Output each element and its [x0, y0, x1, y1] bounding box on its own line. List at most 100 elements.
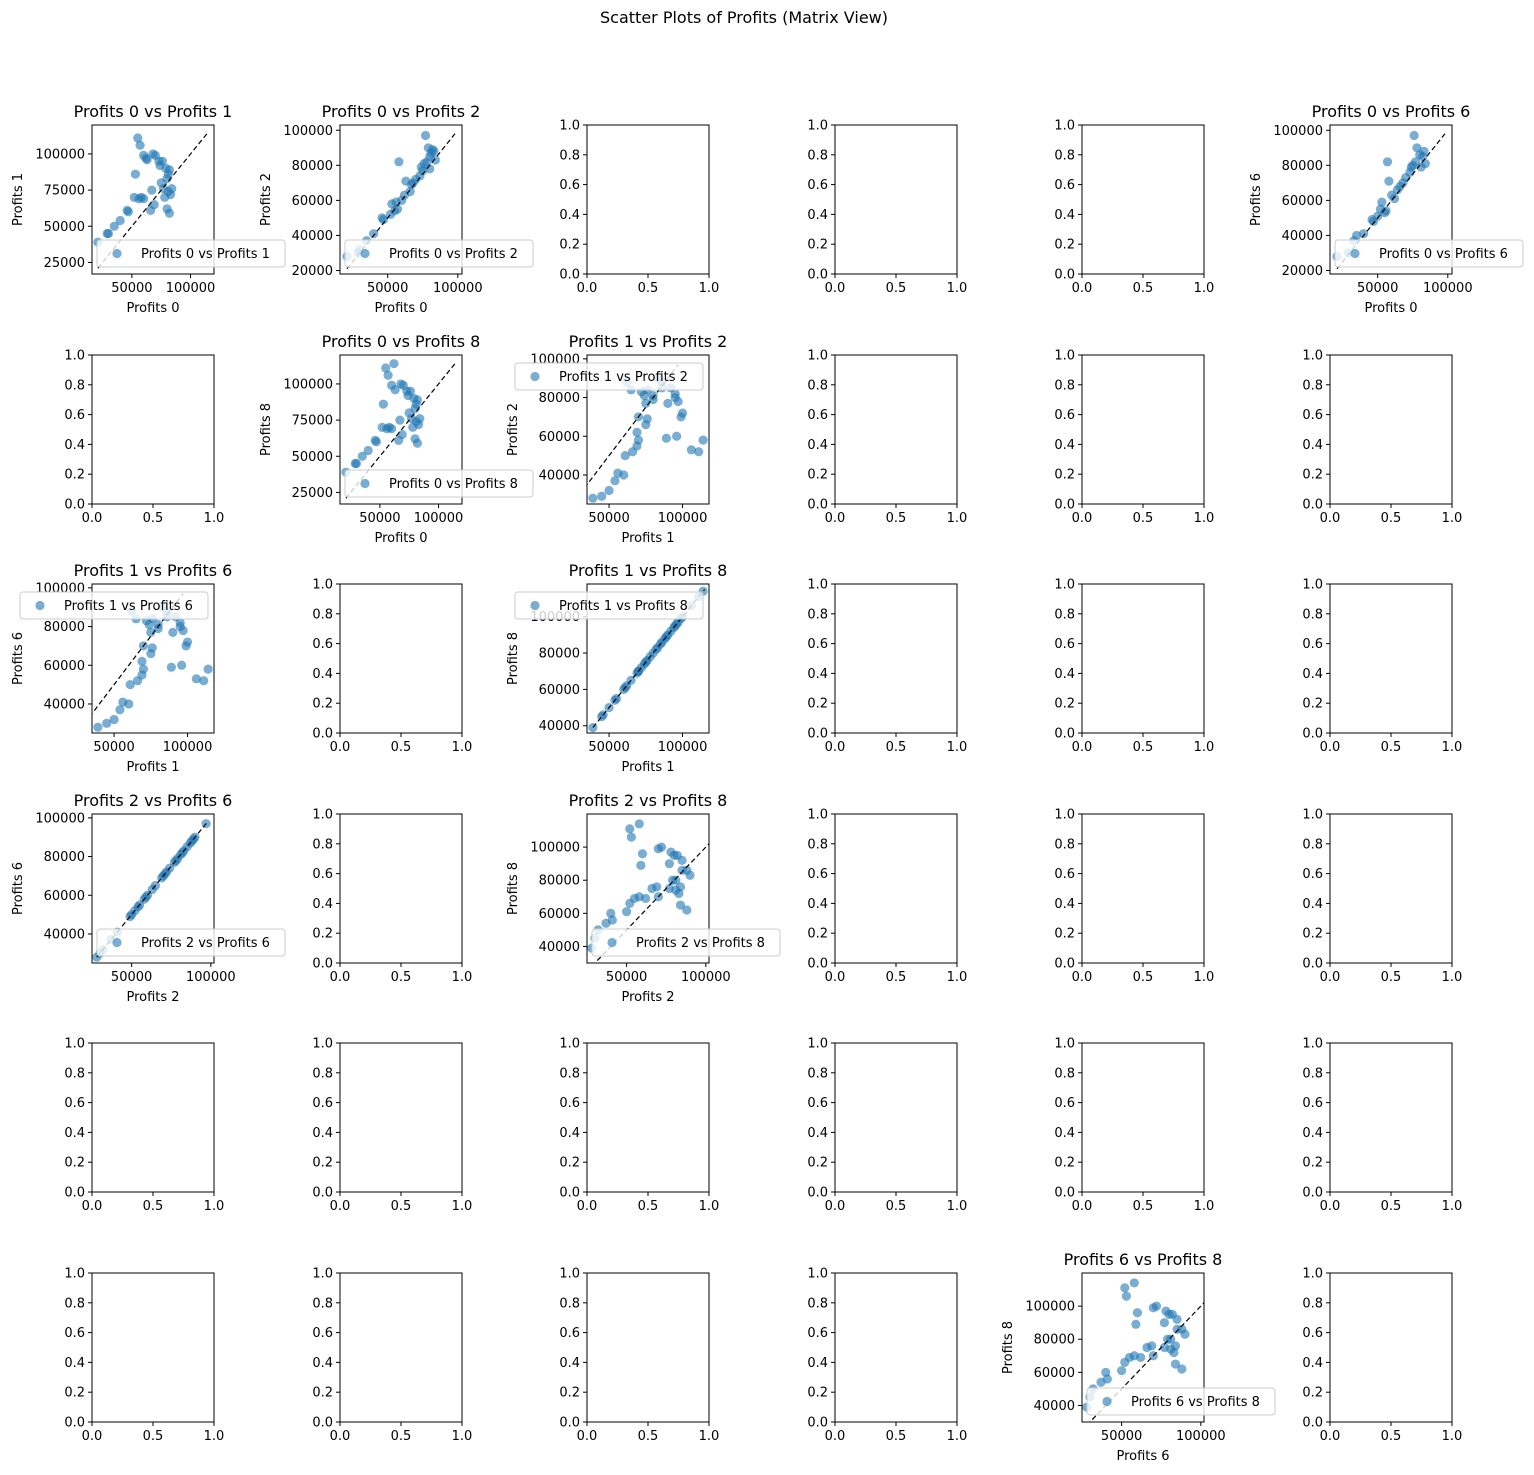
scatter-point — [351, 458, 362, 469]
empty-axes-panel: 0.0 0.5 1.0 0.0 0.2 0.4 0.6 0.8 1.0 — [807, 808, 967, 986]
y-tick-label: 0.8 — [1054, 607, 1075, 622]
y-tick-label: 0.6 — [807, 1326, 828, 1341]
scatter-point — [625, 824, 635, 834]
y-tick-label: 0.8 — [807, 607, 828, 622]
y-tick-label: 0.8 — [1302, 837, 1323, 852]
y-tick-label: 60000 — [1282, 194, 1323, 209]
y-tick-label: 20000 — [292, 264, 333, 279]
axes-frame — [586, 1272, 710, 1423]
identity-line — [92, 593, 184, 715]
x-tick-label: 100000 — [658, 740, 708, 755]
legend: Profits 1 vs Profits 6 — [19, 591, 209, 620]
y-tick-label: 60000 — [44, 889, 85, 904]
y-tick-label: 80000 — [292, 159, 333, 174]
x-tick-label: 0.5 — [391, 970, 412, 985]
x-axis-label: Profits 6 — [1116, 1449, 1169, 1464]
axes-frame — [1081, 813, 1205, 964]
x-tick-label: 1.0 — [699, 1429, 720, 1444]
axes-frame — [586, 813, 710, 964]
x-tick-label: 0.5 — [1381, 970, 1402, 985]
panel-title: Profits 0 vs Profits 8 — [322, 332, 481, 351]
y-tick-label: 0.8 — [1302, 1296, 1323, 1311]
x-axis-label: Profits 0 — [374, 531, 427, 546]
x-tick-label: 0.0 — [1072, 511, 1093, 526]
x-tick-label: 100000 — [414, 511, 464, 526]
x-tick-label: 1.0 — [452, 1429, 473, 1444]
y-tick-label: 0.8 — [64, 378, 85, 393]
x-tick-label: 0.5 — [886, 1429, 907, 1444]
scatter-point — [394, 157, 404, 167]
y-tick-label: 0.4 — [312, 1356, 333, 1371]
y-tick-label: 0.4 — [1054, 1126, 1075, 1141]
scatter-point — [664, 883, 674, 894]
x-tick-label: 0.0 — [825, 281, 846, 296]
scatter-panel: 50000 100000 20000 40000 60000 80000 100000 Pro… — [259, 102, 534, 316]
scatter-point — [153, 623, 163, 634]
scatter-point — [664, 859, 674, 869]
scatter-point — [1147, 1341, 1157, 1351]
x-tick-label: 1.0 — [947, 281, 968, 296]
empty-axes-panel: 0.0 0.5 1.0 0.0 0.2 0.4 0.6 0.8 1.0 — [64, 349, 224, 527]
scatter-point — [1159, 1318, 1169, 1328]
x-tick-label: 0.0 — [825, 1199, 846, 1214]
scatter-point — [672, 431, 682, 441]
y-tick-label: 0.2 — [1054, 1156, 1075, 1171]
axes-frame — [91, 583, 215, 734]
x-tick-label: 100000 — [658, 511, 708, 526]
y-tick-label: 60000 — [1034, 1366, 1075, 1381]
y-tick-label: 0.6 — [64, 408, 85, 423]
scatter-point — [378, 215, 389, 225]
axes-frame — [1081, 354, 1205, 505]
y-tick-label: 20000 — [1282, 264, 1323, 279]
y-tick-label: 0.2 — [64, 1156, 85, 1171]
y-axis-label: Profits 6 — [11, 632, 26, 685]
y-tick-label: 1.0 — [312, 1037, 333, 1052]
axes-frame — [339, 354, 463, 505]
x-tick-label: 1.0 — [204, 511, 225, 526]
scatter-point — [103, 228, 114, 239]
x-tick-label: 50000 — [111, 281, 152, 296]
x-tick-label: 1.0 — [1194, 740, 1215, 755]
y-tick-label: 0.4 — [807, 667, 828, 682]
scatter-point — [164, 165, 175, 175]
y-tick-label: 0.6 — [312, 867, 333, 882]
legend-marker — [1102, 1396, 1112, 1407]
x-tick-label: 1.0 — [452, 1199, 473, 1214]
y-tick-label: 40000 — [292, 229, 333, 244]
y-tick-label: 0.2 — [807, 1386, 828, 1401]
empty-axes-panel: 0.0 0.5 1.0 0.0 0.2 0.4 0.6 0.8 1.0 — [1054, 1037, 1214, 1215]
scatter-point — [637, 849, 648, 859]
y-tick-label: 0.8 — [312, 607, 333, 622]
scatter-point — [666, 847, 676, 857]
x-tick-label: 0.0 — [82, 1429, 103, 1444]
legend: Profits 0 vs Profits 2 — [344, 239, 534, 268]
scatter-point — [125, 680, 135, 690]
y-tick-label: 0.8 — [807, 378, 828, 393]
legend-marker — [360, 478, 370, 489]
scatter-point — [124, 699, 134, 709]
y-tick-label: 0.4 — [807, 208, 828, 223]
x-tick-label: 1.0 — [1194, 1199, 1215, 1214]
y-tick-label: 0.6 — [807, 178, 828, 193]
scatter-point — [1359, 229, 1369, 239]
legend-label: Profits 2 vs Profits 8 — [636, 936, 765, 951]
y-tick-label: 0.4 — [559, 1356, 580, 1371]
x-axis-label: Profits 0 — [374, 301, 427, 316]
y-tick-label: 1.0 — [1054, 578, 1075, 593]
scatter-point — [682, 865, 692, 875]
y-tick-label: 100000 — [1025, 1300, 1075, 1315]
y-tick-label: 1.0 — [1054, 1037, 1075, 1052]
scatter-point — [620, 451, 630, 461]
axes-frame — [91, 1272, 215, 1423]
legend-box — [96, 239, 286, 268]
panel-title: Profits 1 vs Profits 2 — [569, 332, 728, 351]
x-tick-label: 0.5 — [1133, 1199, 1154, 1214]
scatter-point — [652, 882, 662, 892]
x-tick-label: 0.0 — [825, 740, 846, 755]
panel-title: Profits 0 vs Profits 2 — [322, 102, 481, 121]
y-tick-label: 0.6 — [312, 1326, 333, 1341]
y-tick-label: 0.8 — [559, 1066, 580, 1081]
y-tick-label: 1.0 — [312, 808, 333, 823]
y-tick-label: 0.2 — [1054, 927, 1075, 942]
